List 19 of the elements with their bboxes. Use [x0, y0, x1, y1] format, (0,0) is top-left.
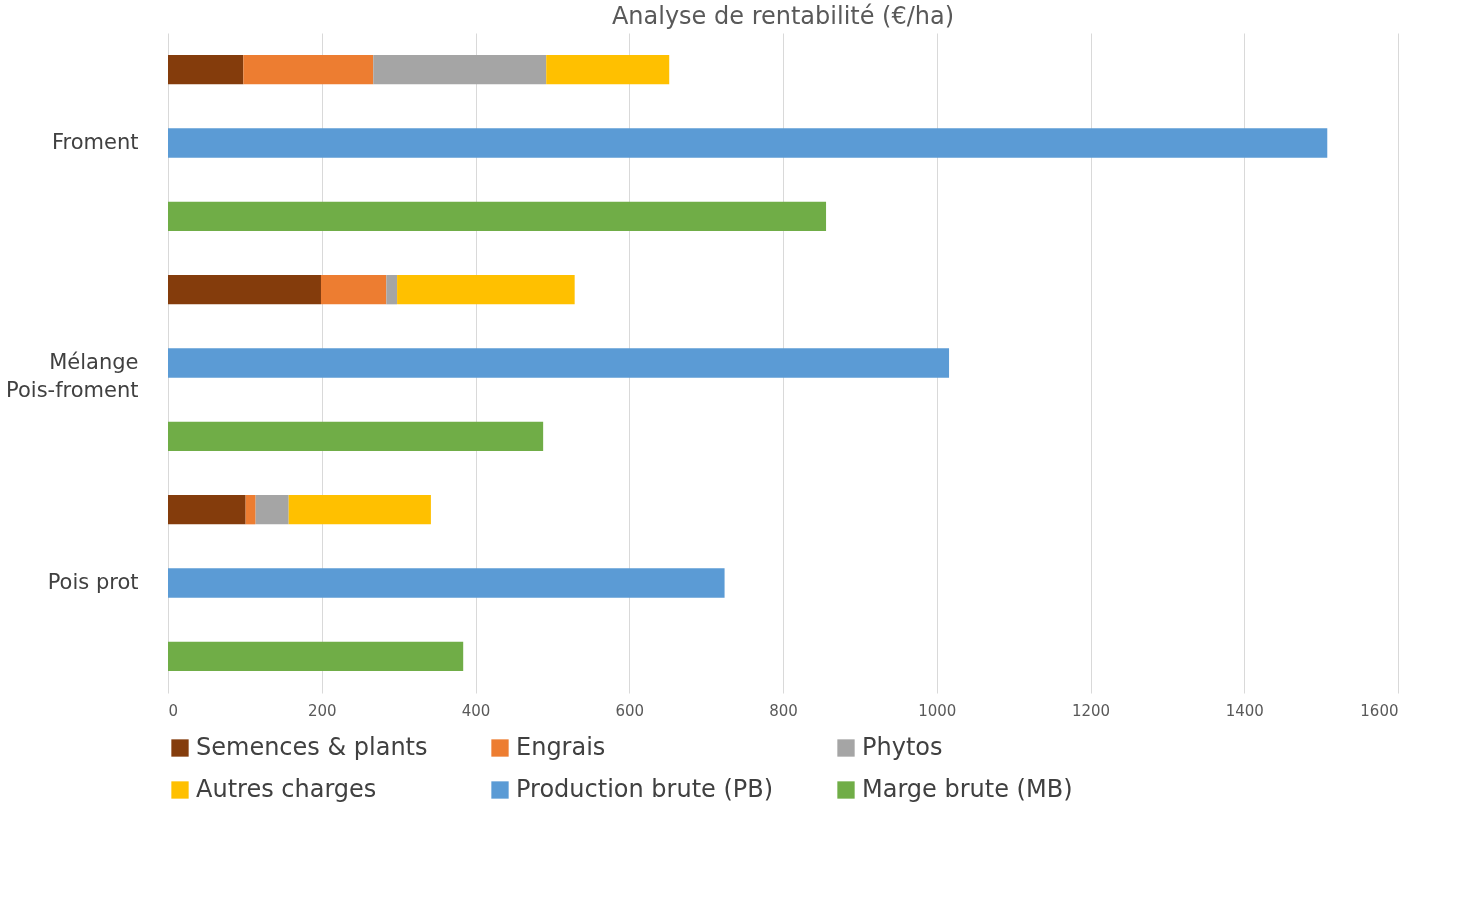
legend-label: Production brute (PB) — [516, 775, 774, 803]
x-tick-label: 800 — [769, 701, 798, 720]
legend-label: Autres charges — [196, 775, 377, 803]
legend-label: Phytos — [862, 733, 943, 761]
y-tick-label: Pois prot — [47, 570, 139, 594]
x-tick-label: 1600 — [1360, 701, 1399, 720]
legend-label: Semences & plants — [196, 733, 428, 761]
legend-label: Engrais — [516, 733, 606, 761]
chart-title: Analyse de rentabilité (€/ha) — [611, 2, 955, 30]
x-tick-label: 1000 — [918, 701, 957, 720]
legend-label: Marge brute (MB) — [862, 775, 1073, 803]
x-tick-label: 0 — [168, 701, 179, 720]
x-tick-label: 200 — [307, 701, 337, 720]
x-tick-label: 600 — [615, 701, 645, 720]
x-tick-label: 1200 — [1071, 701, 1111, 720]
x-tick-label: 400 — [461, 701, 491, 720]
x-tick-label: 1400 — [1225, 701, 1264, 720]
y-tick-label: Froment — [52, 130, 139, 154]
y-tick-label: Mélange Pois-froment — [6, 350, 139, 402]
